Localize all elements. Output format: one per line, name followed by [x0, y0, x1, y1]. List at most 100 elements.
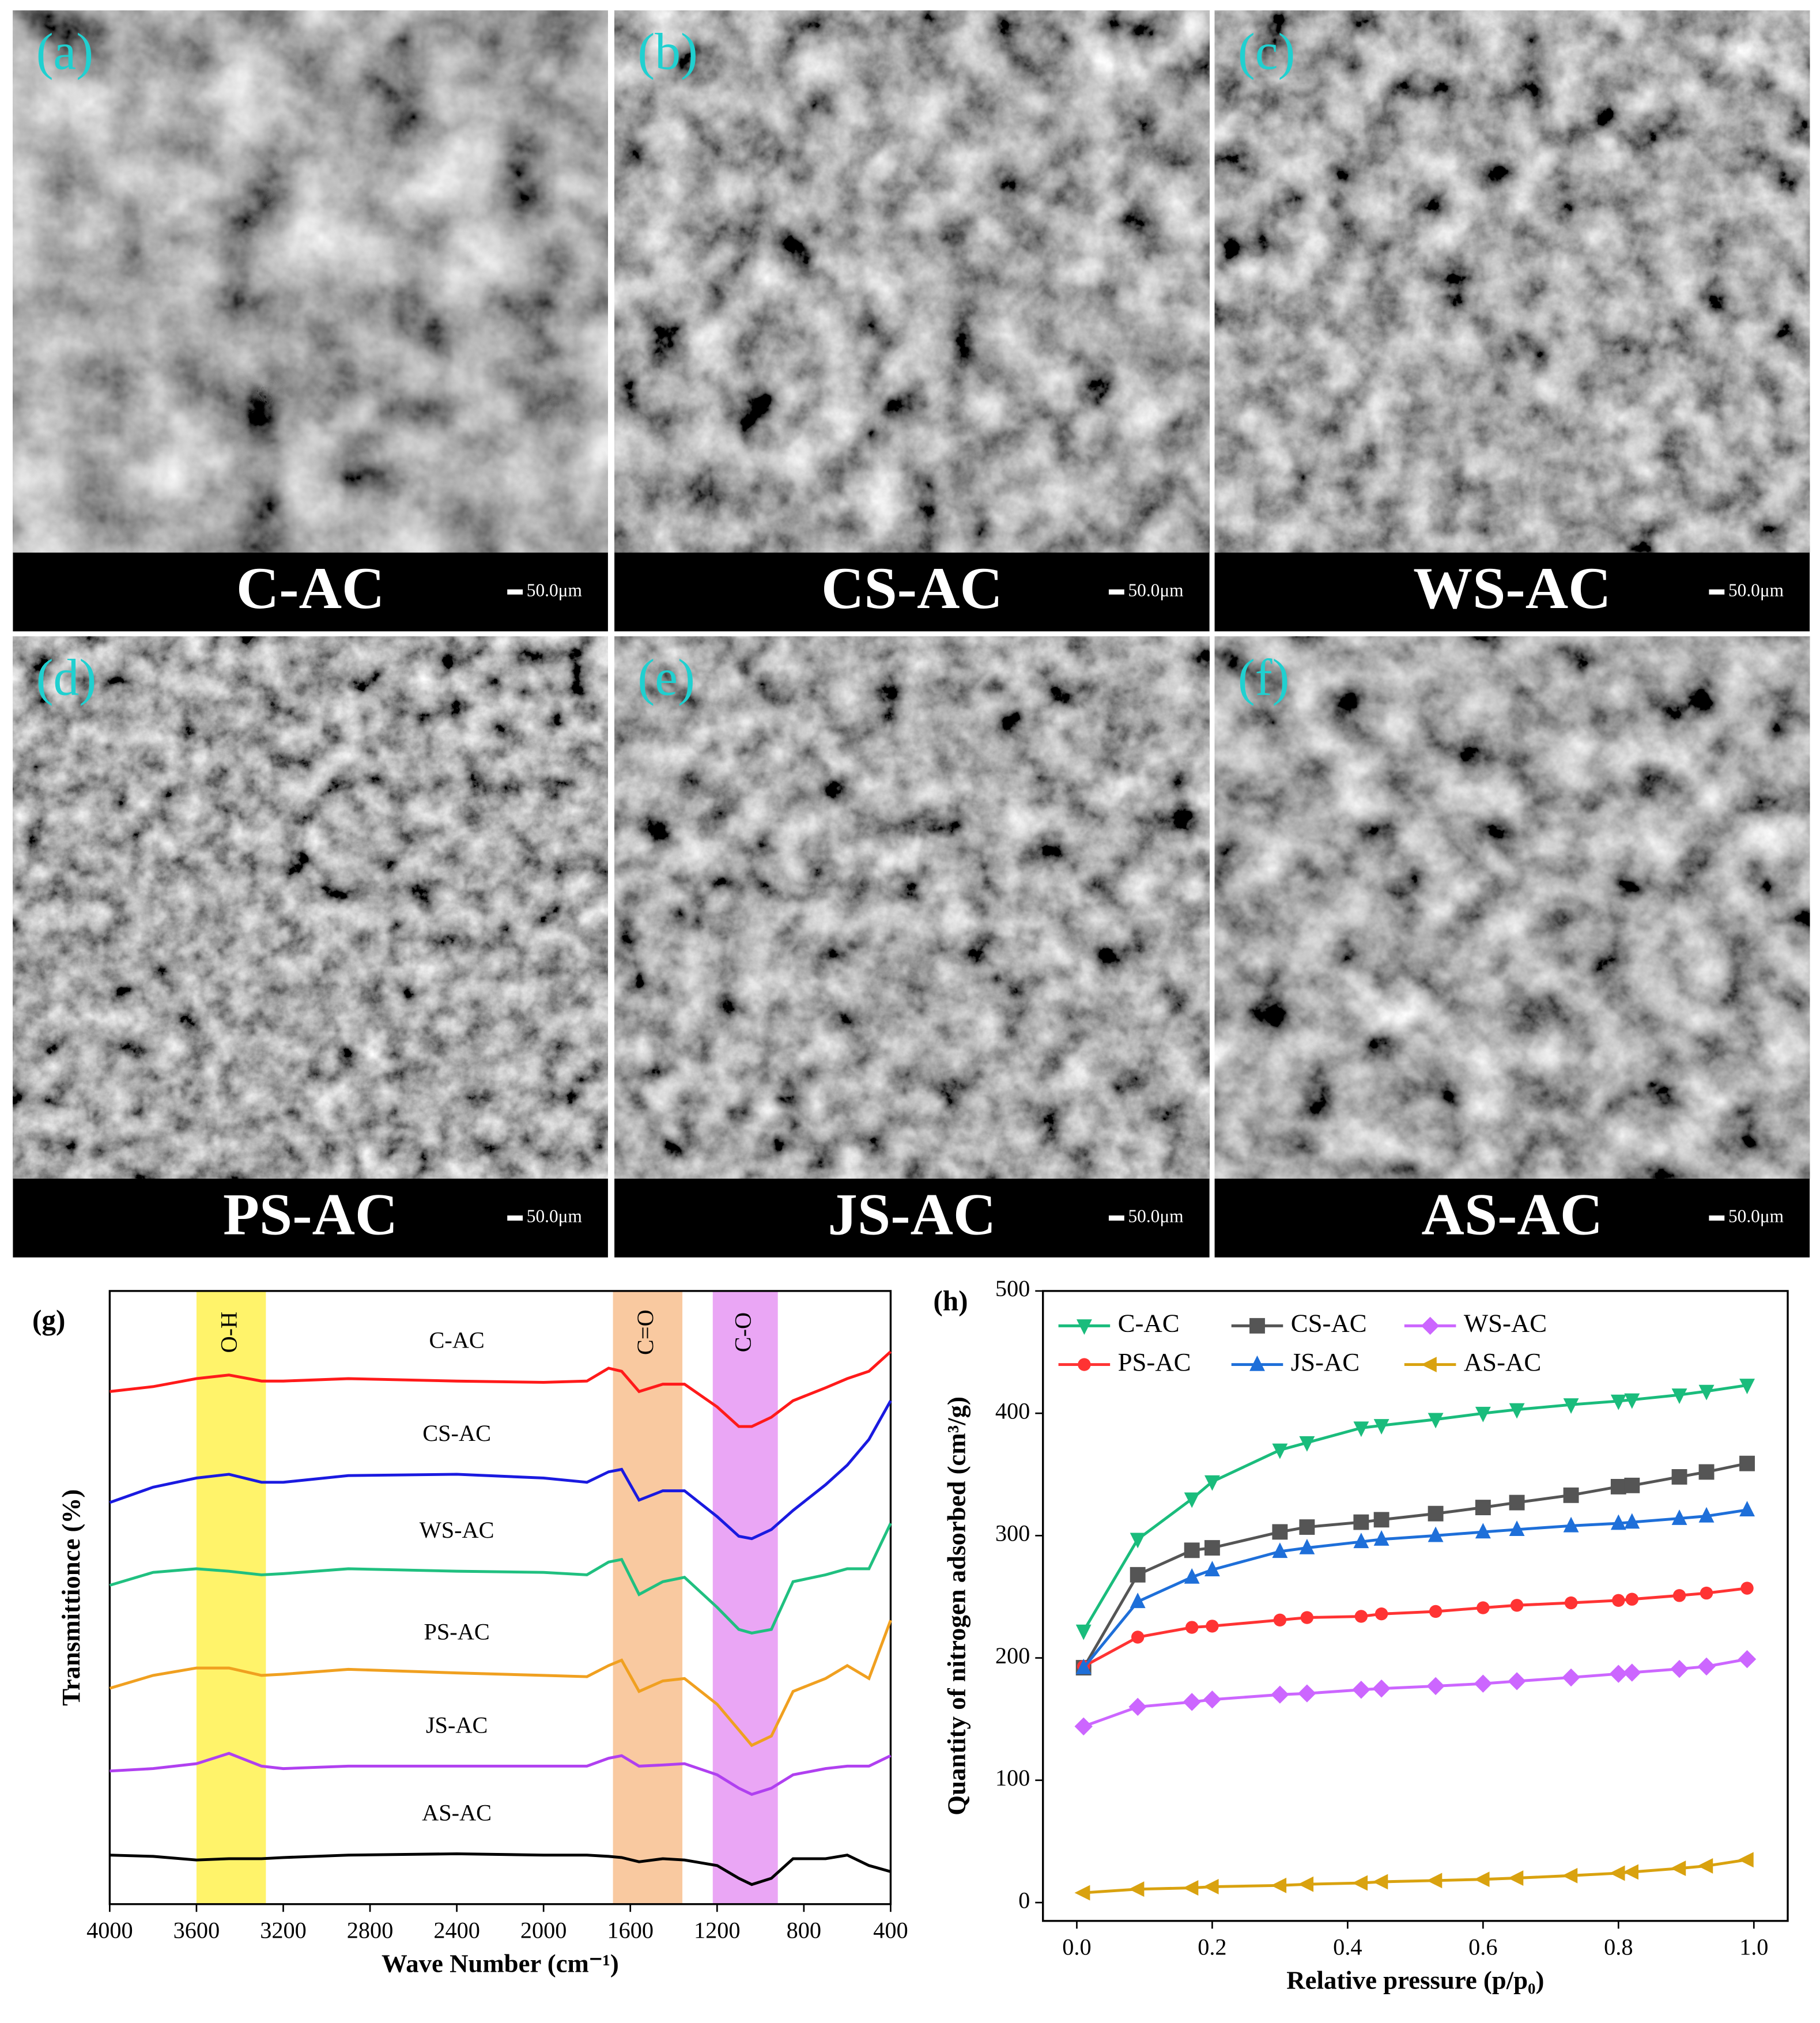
series-line: [1082, 1462, 1747, 1669]
marker: [1074, 1717, 1093, 1736]
marker: [1564, 1596, 1578, 1610]
marker: [1670, 1660, 1689, 1678]
scale-label: 50.0μm: [1728, 1206, 1784, 1226]
panel-letter: (c): [1238, 23, 1295, 80]
marker: [1672, 1589, 1686, 1602]
scale-bar: [1709, 1215, 1725, 1221]
marker: [1477, 1601, 1490, 1614]
panel-letter: (a): [36, 23, 93, 80]
series-line: [109, 1522, 892, 1635]
sem-texture: [1214, 10, 1810, 553]
marker: [1299, 1519, 1315, 1535]
marker: [1429, 1605, 1443, 1618]
marker: [1475, 1500, 1491, 1515]
marker: [1698, 1464, 1715, 1480]
marker: [1475, 1523, 1491, 1539]
series-line: [109, 1752, 892, 1796]
y-tick-label: 300: [995, 1520, 1030, 1546]
sem-texture: [614, 636, 1210, 1179]
marker: [1373, 1419, 1389, 1435]
x-tick-label: 4000: [86, 1917, 133, 1943]
band: [613, 1290, 683, 1904]
series-line: [1082, 1508, 1747, 1669]
marker: [1375, 1607, 1388, 1621]
marker: [1624, 1393, 1640, 1409]
marker: [1300, 1611, 1314, 1624]
marker: [1185, 1621, 1199, 1634]
marker: [1698, 1384, 1715, 1401]
marker: [1610, 1479, 1626, 1494]
marker: [1183, 1693, 1201, 1711]
marker: [1623, 1864, 1638, 1880]
x-axis-label: Wave Number (cm⁻¹): [382, 1949, 619, 1978]
scale-bar: [507, 589, 523, 595]
marker: [1739, 1501, 1755, 1516]
legend-label: PS-AC: [1118, 1348, 1191, 1376]
marker: [1739, 1455, 1755, 1471]
legend-marker: [1249, 1355, 1265, 1371]
marker: [1610, 1394, 1626, 1410]
series-label: C-AC: [429, 1327, 484, 1353]
marker: [1508, 1870, 1524, 1886]
sample-label: PS-AC: [223, 1182, 398, 1247]
marker: [1509, 1520, 1525, 1536]
scale-label: 50.0μm: [1728, 580, 1784, 600]
marker: [1610, 1514, 1626, 1530]
scale-label: 50.0μm: [527, 1206, 582, 1226]
x-axis-label: Relative pressure (p/p₀): [1286, 1966, 1544, 1995]
series-line: [1082, 1383, 1747, 1632]
scale-bar: [1108, 589, 1124, 595]
marker: [1510, 1599, 1524, 1612]
marker: [1372, 1679, 1391, 1698]
series-label: CS-AC: [422, 1420, 491, 1446]
legend-marker: [1076, 1319, 1092, 1335]
marker: [1130, 1567, 1146, 1583]
marker: [1203, 1690, 1222, 1709]
marker: [1609, 1865, 1625, 1881]
marker: [1131, 1631, 1145, 1644]
series-label: AS-AC: [422, 1800, 492, 1826]
panel-label: (g): [32, 1304, 65, 1336]
sample-label: WS-AC: [1413, 556, 1611, 621]
series-line: [1083, 1658, 1747, 1728]
x-tick-label: 400: [873, 1917, 908, 1943]
band-label: C=O: [632, 1309, 658, 1355]
marker: [1509, 1403, 1525, 1419]
panel-letter: (b): [637, 23, 697, 80]
y-tick-label: 100: [995, 1765, 1030, 1791]
marker: [1298, 1876, 1314, 1892]
marker: [1428, 1526, 1444, 1542]
marker: [1509, 1494, 1525, 1511]
legend-label: JS-AC: [1291, 1348, 1360, 1376]
sem-texture: [614, 10, 1210, 553]
marker: [1298, 1684, 1316, 1703]
marker: [1353, 1533, 1369, 1549]
band: [196, 1290, 266, 1904]
x-tick-label: 0.6: [1468, 1934, 1497, 1960]
scale-bar: [507, 1215, 523, 1221]
marker: [1426, 1873, 1443, 1889]
marker: [1671, 1388, 1687, 1404]
scale-label: 50.0μm: [1128, 1206, 1184, 1226]
y-axis-label: Transmittionce (%): [56, 1489, 85, 1706]
marker: [1738, 1650, 1757, 1669]
panel-label: (h): [933, 1285, 968, 1317]
marker: [1671, 1509, 1687, 1525]
y-tick-label: 0: [1018, 1887, 1030, 1913]
marker: [1740, 1582, 1754, 1595]
marker: [1273, 1613, 1287, 1626]
marker: [1299, 1538, 1315, 1554]
marker: [1474, 1871, 1490, 1888]
marker: [1428, 1413, 1444, 1429]
marker: [1508, 1672, 1526, 1690]
x-tick-label: 3600: [173, 1917, 220, 1943]
marker: [1130, 1533, 1146, 1549]
legend-label: CS-AC: [1291, 1309, 1367, 1338]
legend-label: AS-AC: [1464, 1348, 1541, 1376]
series-label: WS-AC: [420, 1517, 494, 1543]
x-tick-label: 0.4: [1333, 1934, 1362, 1960]
marker: [1426, 1677, 1445, 1696]
marker: [1184, 1568, 1200, 1584]
